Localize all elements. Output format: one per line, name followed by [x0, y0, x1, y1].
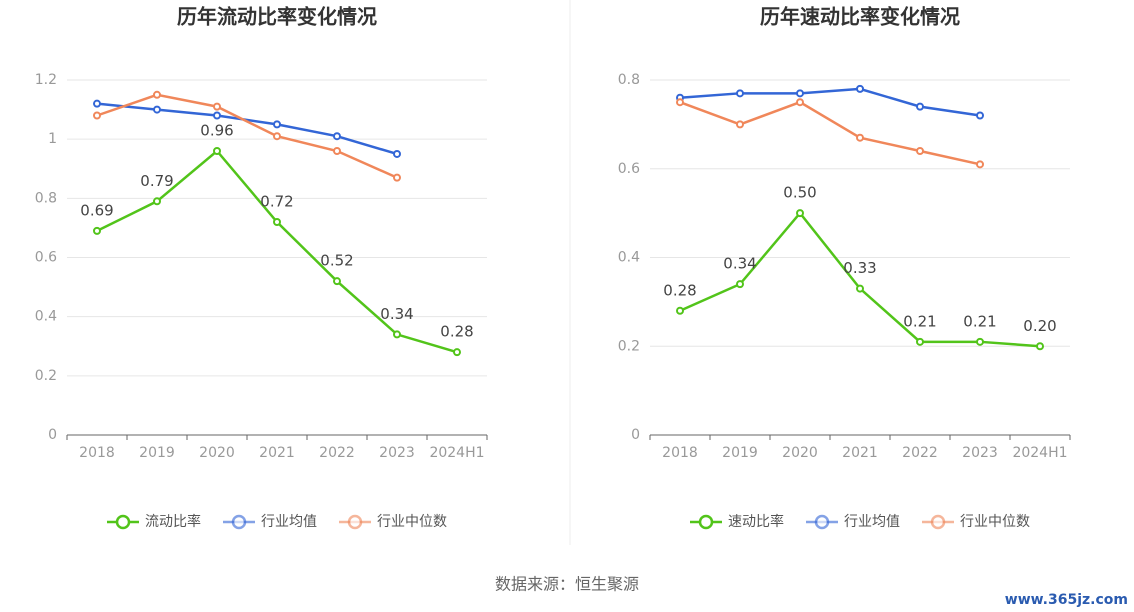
data-point	[273, 120, 281, 129]
y-tick-label: 0	[631, 427, 640, 443]
data-point	[153, 197, 161, 206]
legend-marker	[814, 514, 830, 530]
data-point	[736, 89, 744, 98]
data-label: 0.34	[380, 305, 413, 323]
data-point	[976, 111, 984, 120]
y-tick-label: 0.6	[35, 250, 57, 266]
data-point	[333, 147, 341, 155]
data-label: 0.79	[140, 172, 173, 190]
y-tick-label: 0.2	[35, 368, 57, 384]
x-tick-label: 2018	[662, 445, 698, 461]
x-tick-label: 2022	[902, 445, 938, 461]
y-tick-label: 1.2	[35, 72, 57, 88]
data-point	[393, 149, 401, 158]
series-line	[679, 87, 981, 117]
y-tick-label: 0	[48, 427, 57, 443]
x-tick-label: 2021	[259, 445, 295, 461]
legend-label: 速动比率	[728, 513, 784, 530]
data-point	[453, 348, 461, 357]
x-tick-label: 2020	[782, 445, 818, 461]
data-point	[916, 102, 924, 111]
data-point	[796, 98, 804, 107]
x-tick-label: 2019	[139, 445, 175, 461]
x-tick-label: 2019	[722, 445, 758, 461]
legend-label: 行业均值	[261, 514, 317, 530]
data-point	[213, 102, 221, 111]
data-label: 0.21	[903, 312, 936, 330]
data-point	[676, 98, 684, 107]
data-point	[856, 284, 864, 293]
data-point	[333, 132, 341, 141]
series-line	[679, 100, 981, 166]
data-point	[213, 147, 221, 155]
data-label: 0.28	[663, 281, 696, 299]
x-tick-label: 2024H1	[429, 445, 484, 461]
x-tick-label: 2024H1	[1012, 445, 1067, 461]
series-line	[96, 93, 398, 179]
legend-marker	[115, 514, 131, 530]
data-label: 0.33	[843, 259, 876, 277]
data-point	[856, 133, 864, 142]
x-tick-label: 2020	[199, 445, 235, 461]
legend-marker	[930, 514, 946, 530]
y-tick-label: 0.4	[35, 309, 57, 325]
data-point	[273, 218, 281, 226]
legend-marker	[698, 514, 714, 530]
data-point	[93, 111, 101, 120]
legend-marker	[231, 514, 247, 530]
chart-title: 历年速动比率变化情况	[760, 5, 960, 29]
legend-label: 行业均值	[844, 514, 900, 530]
legend-marker	[347, 514, 363, 530]
y-tick-label: 0.2	[618, 338, 640, 354]
data-point	[333, 277, 341, 286]
x-tick-label: 2023	[962, 445, 998, 461]
data-point	[976, 337, 984, 346]
data-point	[93, 99, 101, 108]
legend-label: 行业中位数	[377, 514, 447, 530]
source: 数据来源：恒生聚源	[495, 575, 639, 594]
y-tick-label: 0.4	[618, 250, 640, 266]
data-point	[1036, 342, 1044, 351]
legend-label: 流动比率	[145, 513, 201, 530]
data-label: 0.52	[320, 252, 353, 270]
data-point	[393, 173, 401, 182]
x-tick-label: 2022	[319, 445, 355, 461]
data-label: 0.20	[1023, 317, 1056, 335]
data-point	[153, 90, 161, 99]
data-point	[916, 337, 924, 346]
data-point	[976, 160, 984, 169]
data-point	[736, 280, 744, 289]
data-label: 0.21	[963, 312, 996, 330]
data-point	[796, 89, 804, 98]
data-label: 0.69	[80, 201, 113, 219]
data-point	[393, 330, 401, 339]
data-point	[736, 120, 744, 129]
x-tick-label: 2023	[379, 445, 415, 461]
data-label: 0.50	[783, 184, 816, 202]
data-point	[796, 209, 804, 218]
data-label: 0.96	[200, 122, 233, 140]
x-tick-label: 2021	[842, 445, 878, 461]
data-label: 0.34	[723, 255, 756, 273]
y-tick-label: 1	[48, 131, 57, 147]
y-tick-label: 0.8	[618, 72, 640, 88]
data-point	[213, 111, 221, 120]
watermark: www.365jz.com	[1005, 592, 1128, 608]
data-point	[273, 132, 281, 141]
data-point	[856, 84, 864, 93]
data-point	[153, 105, 161, 114]
data-point	[916, 147, 924, 155]
series-line	[96, 102, 398, 156]
data-label: 0.72	[260, 193, 293, 211]
data-point	[676, 306, 684, 315]
y-tick-label: 0.6	[618, 161, 640, 177]
data-point	[93, 226, 101, 235]
y-tick-label: 0.8	[35, 190, 57, 206]
data-label: 0.28	[440, 323, 473, 341]
chart-title: 历年流动比率变化情况	[177, 5, 377, 29]
x-tick-label: 2018	[79, 445, 115, 461]
legend-label: 行业中位数	[960, 514, 1030, 530]
